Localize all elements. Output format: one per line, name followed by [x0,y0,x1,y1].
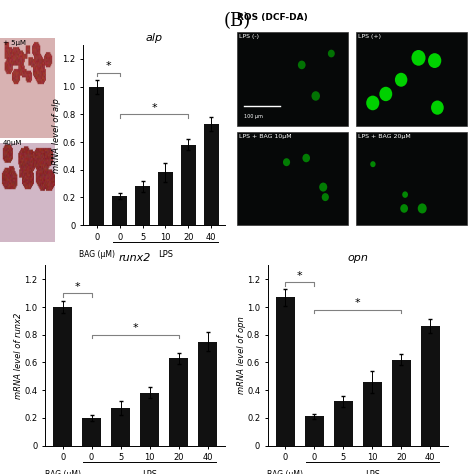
Text: *: * [74,282,80,292]
Bar [334,401,353,446]
Text: *: * [132,323,138,333]
Text: + 5μM: + 5μM [3,40,26,46]
Text: BAG (μM): BAG (μM) [79,250,115,259]
Text: LPS: LPS [158,250,173,259]
Bar [237,132,348,225]
Text: *: * [151,103,157,113]
Text: LPS + BAG 10μM: LPS + BAG 10μM [239,134,292,138]
Text: LPS (+): LPS (+) [358,34,381,39]
Bar [237,32,348,126]
Text: LPS (-): LPS (-) [239,34,259,39]
Ellipse shape [400,204,408,213]
Text: *: * [106,61,111,72]
Bar [356,32,467,126]
Text: BAG (μM): BAG (μM) [267,471,303,474]
Ellipse shape [411,50,426,66]
Ellipse shape [298,61,306,69]
Ellipse shape [370,161,375,167]
Ellipse shape [283,158,290,166]
Text: *: * [355,299,361,309]
Ellipse shape [328,50,335,57]
Text: 100 μm: 100 μm [244,114,263,118]
Bar [90,87,104,225]
Ellipse shape [379,87,392,101]
Y-axis label: mRNA level of opn: mRNA level of opn [237,317,246,394]
Ellipse shape [311,91,320,101]
Ellipse shape [395,73,407,87]
Ellipse shape [418,203,427,213]
Text: BAG (μM): BAG (μM) [45,471,81,474]
Ellipse shape [366,96,379,110]
Bar [112,196,127,225]
Bar [204,124,219,225]
Ellipse shape [322,193,329,201]
Text: *: * [297,271,303,281]
Text: LPS: LPS [365,471,380,474]
Bar [140,393,159,446]
Title: runx2: runx2 [119,253,151,263]
Text: LPS + BAG 20μM: LPS + BAG 20μM [358,134,410,138]
Title: alp: alp [146,33,163,43]
Text: ROS (DCF-DA): ROS (DCF-DA) [237,13,308,22]
Y-axis label: mRNA level of runx2: mRNA level of runx2 [14,312,23,399]
Ellipse shape [428,53,441,68]
Text: 40μM: 40μM [3,140,22,146]
Bar [135,186,150,225]
Bar [158,173,173,225]
Bar [305,417,324,446]
Bar [169,358,188,446]
Bar [356,132,467,225]
Ellipse shape [431,100,444,115]
Bar [363,382,382,446]
Y-axis label: mRNA level of alp: mRNA level of alp [52,98,61,173]
Bar [392,360,411,446]
Ellipse shape [319,182,327,191]
Bar [53,307,72,446]
Title: opn: opn [347,253,368,263]
Bar [421,327,440,446]
Ellipse shape [302,154,310,162]
Ellipse shape [402,191,408,198]
Bar [198,342,217,446]
Text: (B): (B) [223,12,251,30]
Bar [181,145,196,225]
Text: LPS: LPS [142,471,157,474]
Bar [82,418,101,446]
Bar [111,408,130,446]
Bar [276,297,295,446]
